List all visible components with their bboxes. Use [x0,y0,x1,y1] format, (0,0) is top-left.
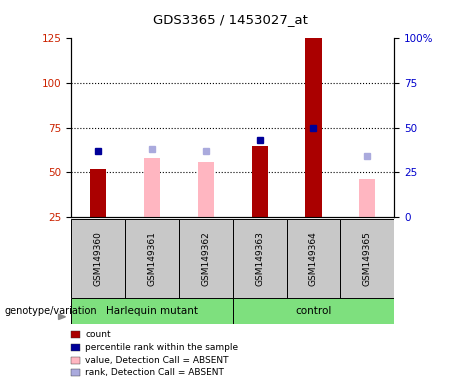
Text: GSM149364: GSM149364 [309,231,318,286]
Bar [252,146,268,217]
Text: control: control [296,306,331,316]
Bar [305,38,321,217]
Bar [233,219,287,298]
Text: GSM149361: GSM149361 [148,231,157,286]
Text: rank, Detection Call = ABSENT: rank, Detection Call = ABSENT [85,368,224,377]
Bar [233,298,394,324]
Polygon shape [59,314,65,319]
Text: GSM149365: GSM149365 [363,231,372,286]
Bar [71,219,125,298]
Text: percentile rank within the sample: percentile rank within the sample [85,343,238,352]
Bar [125,219,179,298]
Text: GSM149360: GSM149360 [94,231,103,286]
Text: GDS3365 / 1453027_at: GDS3365 / 1453027_at [153,13,308,26]
Text: value, Detection Call = ABSENT: value, Detection Call = ABSENT [85,356,229,365]
Text: GSM149362: GSM149362 [201,231,210,286]
Text: GSM149363: GSM149363 [255,231,264,286]
Bar [340,219,394,298]
Text: genotype/variation: genotype/variation [5,306,97,316]
Bar [359,179,375,217]
Bar [198,162,214,217]
Text: count: count [85,330,111,339]
Bar [144,158,160,217]
Bar [287,219,340,298]
Bar [71,298,233,324]
Text: Harlequin mutant: Harlequin mutant [106,306,198,316]
Bar [90,169,106,217]
Bar [179,219,233,298]
